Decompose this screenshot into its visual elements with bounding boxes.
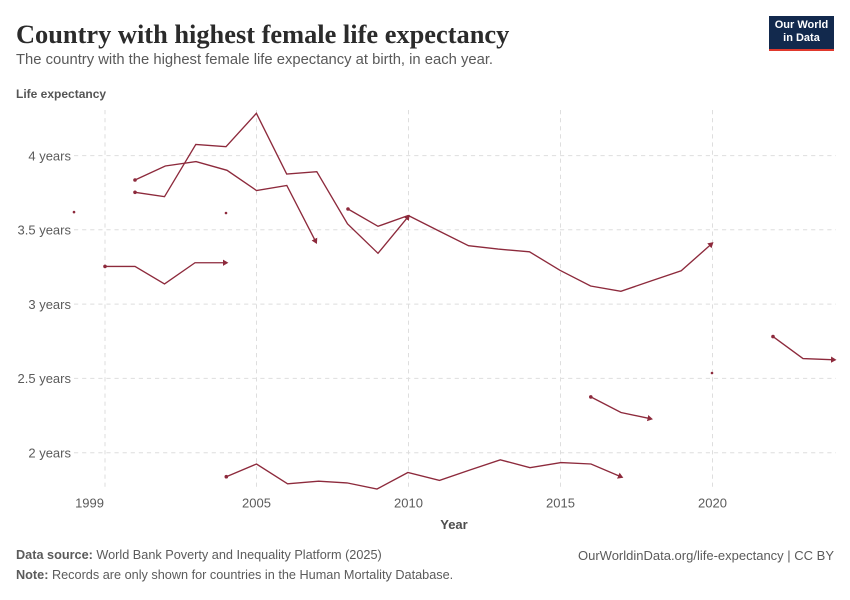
svg-text:3 years: 3 years bbox=[28, 297, 71, 312]
svg-text:2005: 2005 bbox=[242, 496, 271, 511]
svg-text:2.5 years: 2.5 years bbox=[18, 371, 72, 386]
svg-text:2020: 2020 bbox=[698, 496, 727, 511]
svg-text:Year: Year bbox=[440, 517, 467, 532]
svg-text:2010: 2010 bbox=[394, 496, 423, 511]
svg-text:2015: 2015 bbox=[546, 496, 575, 511]
svg-text:1999: 1999 bbox=[75, 496, 104, 511]
svg-text:4 years: 4 years bbox=[28, 148, 71, 163]
svg-text:2 years: 2 years bbox=[28, 446, 71, 461]
svg-text:3.5 years: 3.5 years bbox=[18, 223, 72, 238]
